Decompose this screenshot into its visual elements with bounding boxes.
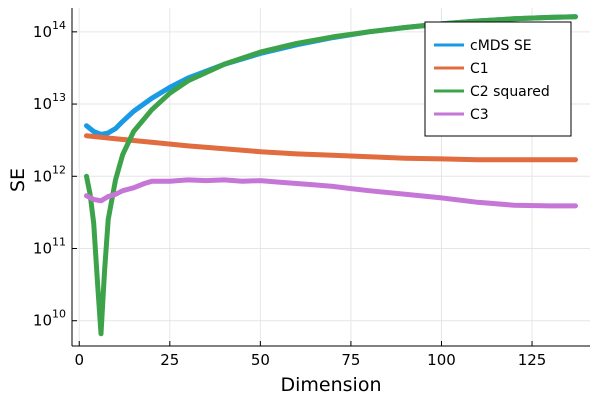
- legend-label: C2 squared: [470, 84, 550, 100]
- x-tick-label: 100: [427, 351, 456, 369]
- legend-box: [424, 21, 572, 137]
- y-tick-label: 1014: [33, 19, 66, 41]
- y-tick-label: 1010: [33, 308, 66, 330]
- x-tick-label: 75: [341, 351, 360, 369]
- x-ticks: 0 25 50 75 100 125: [74, 341, 546, 369]
- legend-label: C1: [470, 61, 489, 77]
- x-tick-label: 125: [518, 351, 547, 369]
- series-line-c1: [84, 133, 578, 163]
- legend: cMDS SE C1 C2 squared C3: [424, 21, 572, 137]
- axes: [71, 8, 590, 347]
- x-tick-label: 50: [251, 351, 270, 369]
- y-tick-label: 1012: [33, 163, 66, 185]
- series-line-c3: [84, 177, 578, 209]
- series: [84, 14, 578, 337]
- x-tick-label: 0: [74, 351, 84, 369]
- x-tick-label: 25: [160, 351, 179, 369]
- y-axis-label: SE: [7, 168, 29, 192]
- y-tick-label: 1011: [33, 236, 66, 258]
- legend-label: C3: [470, 107, 489, 123]
- y-tick-label: 1013: [33, 91, 66, 113]
- legend-label: cMDS SE: [470, 38, 532, 54]
- x-axis-label: Dimension: [281, 374, 382, 396]
- y-ticks: 1010 1011 1012 1013 1014: [33, 19, 77, 330]
